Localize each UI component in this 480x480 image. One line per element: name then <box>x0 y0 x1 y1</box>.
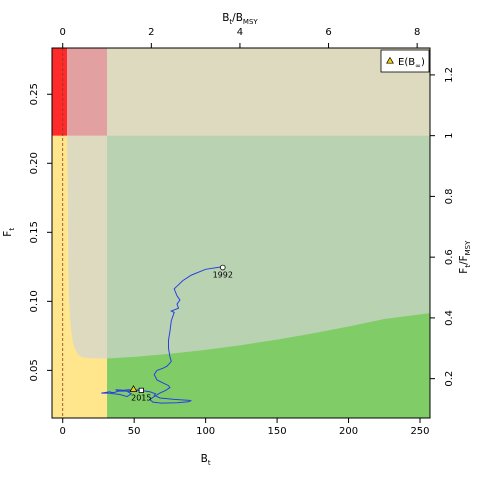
legend-label-sub: ∞ <box>415 62 421 70</box>
left-axis-title-sub: t <box>8 228 16 231</box>
top-tick-label-2: 2 <box>148 27 154 38</box>
left-tick-label-4: 0.25 <box>29 83 40 105</box>
top-tick-label-4: 4 <box>237 27 243 38</box>
left-tick-label-2: 0.15 <box>29 221 40 243</box>
region-tan-curve <box>67 135 108 359</box>
right-axis-title-suffix: /F <box>458 255 470 265</box>
top-axis-title-sub: t <box>229 18 232 26</box>
legend-box <box>380 49 430 73</box>
left-tick-label-0: 0.05 <box>29 359 40 381</box>
left-axis-title: Ft <box>2 228 16 237</box>
right-tick-label-2: 0.6 <box>444 249 455 265</box>
bottom-tick-label-200: 200 <box>339 426 358 437</box>
top-axis-title: Bt/BMSY <box>222 12 258 26</box>
region-red <box>52 48 68 136</box>
series-layer: 1992 2015 <box>101 264 233 404</box>
bottom-tick-label-50: 50 <box>128 426 141 437</box>
expected-point-marker <box>129 385 138 392</box>
right-tick-label-3: 0.8 <box>444 188 455 204</box>
legend-triangle-icon <box>386 56 394 64</box>
region-pink <box>67 48 108 136</box>
top-tick-label-8: 8 <box>414 27 420 38</box>
trajectory-line-0 <box>101 266 223 404</box>
right-tick-label-5: 1.2 <box>444 67 455 83</box>
bottom-tick-label-0: 0 <box>60 426 66 437</box>
plot-frame <box>51 47 431 419</box>
top-tick-label-6: 6 <box>325 27 331 38</box>
right-axis-title-main: F <box>458 268 470 274</box>
legend-layer: E(B∞) <box>380 49 430 73</box>
top-tick-label-0: 0 <box>60 27 66 38</box>
point-marker-1992 <box>219 264 226 271</box>
bottom-tick-label-100: 100 <box>196 426 215 437</box>
bottom-axis-title-sub: t <box>208 459 211 467</box>
right-axis-title-suffix-sub: MSY <box>464 240 472 255</box>
axes-layer: 0 50 100 150 200 250Bt0.050.100.150.200.25Ft0… <box>2 12 472 467</box>
legend-label: E(B∞) <box>398 57 425 70</box>
left-tick-label-1: 0.10 <box>29 290 40 312</box>
point-label-2015: 2015 <box>131 393 151 402</box>
top-axis-title-suffix-sub: MSY <box>243 18 258 26</box>
right-tick-label-4: 1 <box>444 132 455 138</box>
bottom-tick-label-150: 150 <box>268 426 287 437</box>
region-yellow-left <box>52 135 68 418</box>
regions-layer <box>52 48 430 418</box>
legend-label-suffix: ) <box>421 57 425 68</box>
region-green <box>107 313 430 418</box>
right-axis-title-sub: t <box>464 265 472 268</box>
left-tick-label-3: 0.20 <box>29 152 40 174</box>
left-axis-title-main: F <box>2 231 14 237</box>
legend-label-prefix: E(B <box>398 57 415 68</box>
point-marker-2015 <box>138 387 144 393</box>
right-tick-label-1: 0.4 <box>444 310 455 326</box>
point-label-1992: 1992 <box>213 271 233 280</box>
bottom-axis-title-main: B <box>201 453 208 465</box>
right-axis-title: Ft/FMSY <box>458 240 472 274</box>
top-axis-title-main: B <box>222 12 229 24</box>
top-axis-title-suffix: /B <box>232 12 243 24</box>
bottom-axis-title: Bt <box>201 453 211 467</box>
bottom-tick-label-250: 250 <box>410 426 429 437</box>
region-tan-top <box>107 48 430 136</box>
right-tick-label-0: 0.2 <box>444 371 455 387</box>
